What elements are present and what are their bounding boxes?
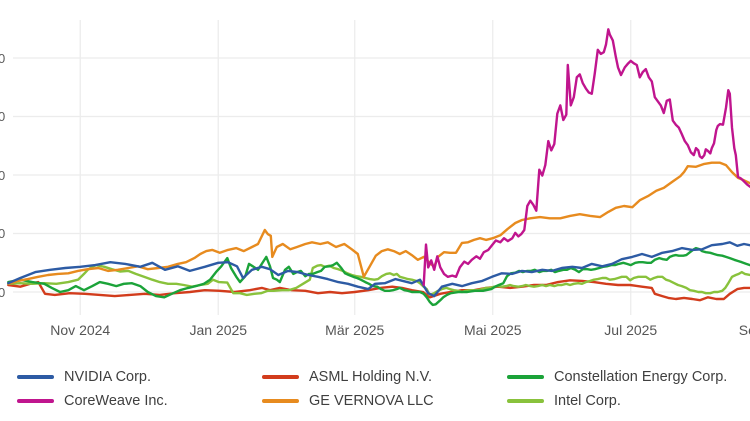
series-line-nvda — [7, 241, 750, 298]
x-tick-label: Mai 2025 — [463, 322, 522, 338]
chart-legend: NVIDIA Corp. CoreWeave Inc. ASML Holding N… — [0, 362, 750, 421]
y-tick-label: 0 — [0, 284, 6, 300]
legend-label: Intel Corp. — [554, 393, 621, 409]
x-tick-label: Jul 2025 — [604, 322, 658, 338]
legend-swatch-nvda — [17, 375, 54, 379]
y-tick-label: 0 — [0, 50, 6, 66]
legend-swatch-gev — [262, 399, 299, 403]
legend-item-nvda[interactable]: NVIDIA Corp. — [17, 367, 151, 387]
y-tick-label: 0 — [0, 226, 6, 241]
legend-item-intc[interactable]: Intel Corp. — [507, 391, 621, 411]
legend-item-crwv[interactable]: CoreWeave Inc. — [17, 391, 168, 411]
x-tick-label: Mär 2025 — [325, 322, 385, 338]
legend-label: GE VERNOVA LLC — [309, 393, 434, 409]
legend-label: Constellation Energy Corp. — [554, 369, 728, 385]
legend-swatch-asml — [262, 375, 299, 379]
y-tick-label: 0 — [0, 109, 6, 124]
legend-item-asml[interactable]: ASML Holding N.V. — [262, 367, 432, 387]
horizontal-gridlines — [13, 57, 750, 293]
legend-label: CoreWeave Inc. — [64, 393, 168, 409]
series-line-ceg — [7, 246, 750, 307]
legend-swatch-crwv — [17, 399, 54, 403]
y-tick-label: 0 — [0, 167, 6, 183]
series-line-intc — [7, 263, 750, 297]
x-tick-label: Sep 2025 — [738, 322, 750, 338]
legend-item-gev[interactable]: GE VERNOVA LLC — [262, 391, 434, 411]
legend-swatch-ceg — [507, 375, 544, 379]
series-line-crwv — [422, 28, 750, 287]
legend-swatch-intc — [507, 399, 544, 403]
legend-item-ceg[interactable]: Constellation Energy Corp. — [507, 367, 727, 387]
series-lines — [7, 28, 750, 307]
x-tick-label: Jan 2025 — [189, 322, 248, 338]
x-tick-label: Nov 2024 — [50, 322, 111, 338]
legend-label: ASML Holding N.V. — [309, 369, 433, 385]
chart-plot-area[interactable] — [0, 0, 750, 340]
series-line-asml — [7, 279, 750, 302]
legend-label: NVIDIA Corp. — [64, 369, 152, 385]
series-line-gev — [7, 161, 750, 285]
